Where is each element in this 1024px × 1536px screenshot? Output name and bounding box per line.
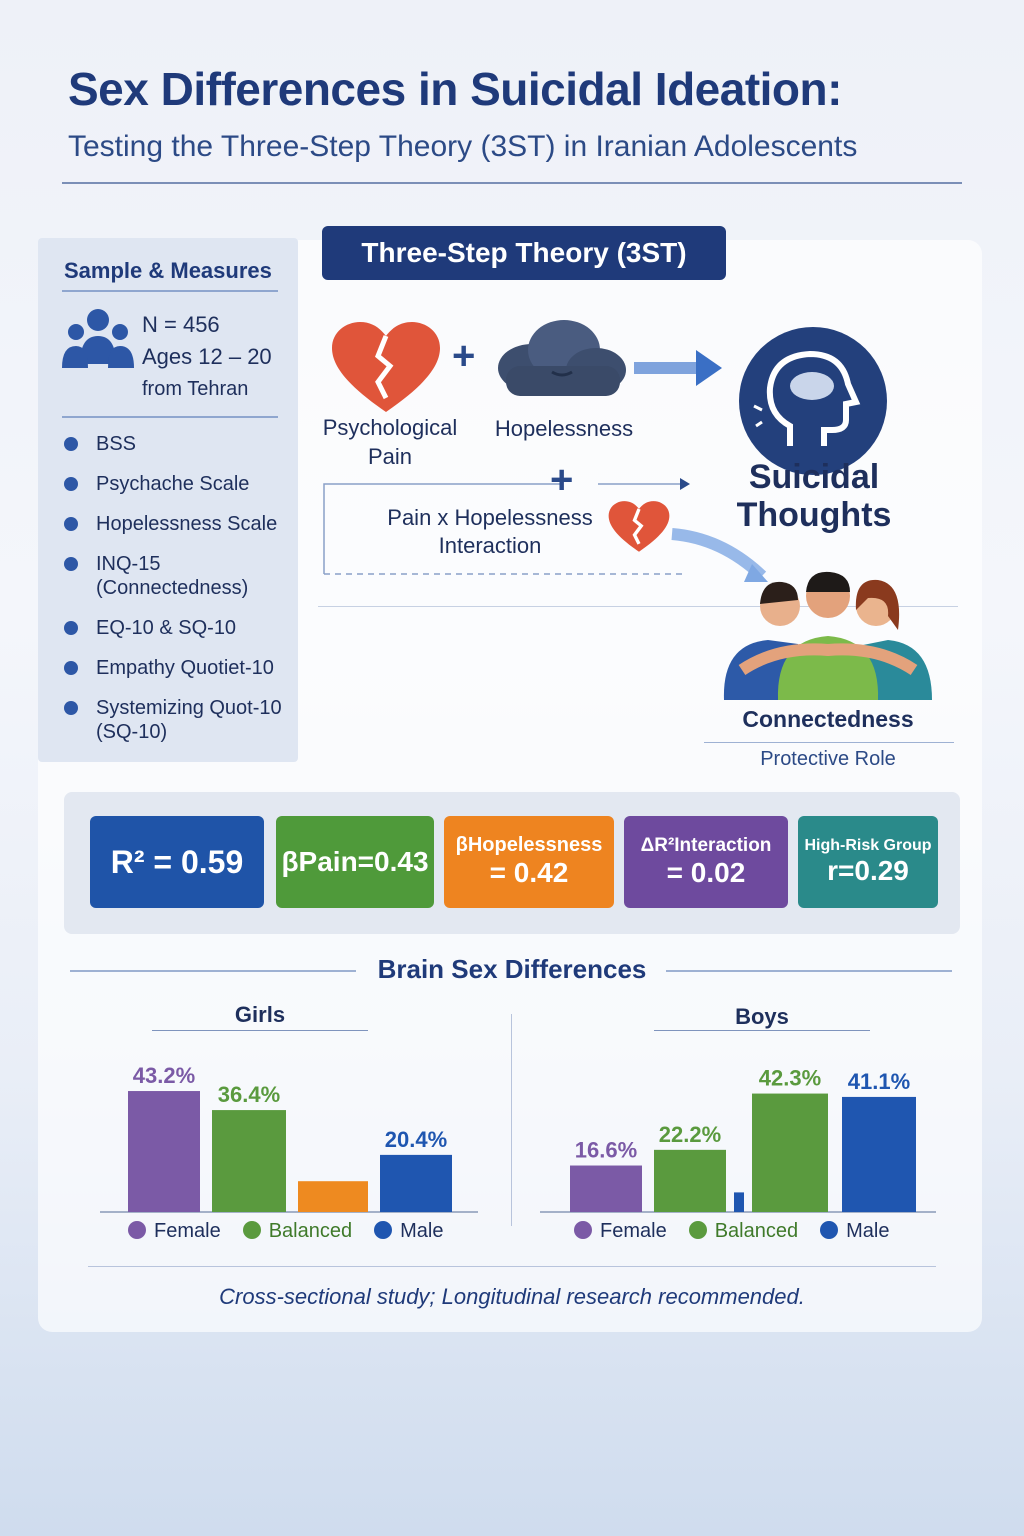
sample-panel: Sample & Measures N = 456 Ages 12 – 20 f… [38,238,298,762]
list-item: Hopelessness Scale [62,512,282,536]
theory-diagram: + Psychological Pain Hopelessness Suicid… [300,290,990,780]
broken-heart-icon [332,322,440,412]
legend-swatch [574,1221,592,1239]
page-subtitle: Testing the Three-Step Theory (3ST) in I… [68,130,858,163]
hopelessness-label: Hopelessness [494,416,634,441]
head-brain-icon [739,327,887,475]
bar [380,1154,452,1212]
storm-cloud-icon [498,320,626,396]
boys-title-rule [654,1030,870,1031]
girls-title: Girls [234,1002,286,1027]
legend-swatch [242,1221,261,1239]
arrow-right-icon [634,350,722,386]
bar-value-label: 41.1% [848,1069,910,1094]
girls-bar-chart: 43.2% 36.4% 20.4% [100,1063,478,1213]
sample-rule [62,416,278,418]
plus-sign: + [452,334,476,378]
list-item: Empathy Quotiet-10 [62,656,282,680]
section-rule-left [70,970,356,972]
bar [752,1093,828,1212]
bar-value-label: 20.4% [385,1127,447,1152]
bar-value-label: 42.3% [759,1066,821,1091]
interaction-label: Pain x Hopelessness Interaction [387,505,593,558]
people-group-icon [62,309,134,368]
section-rule-right [666,970,952,972]
girls-legend: Female Balanced Male [128,1220,443,1243]
bar-value-label: 22.2% [659,1122,721,1147]
legend-female: Female [574,1220,667,1243]
plus-sign: + [550,458,574,502]
legend-balanced: Balanced [242,1220,352,1243]
sample-n: N = 456 [142,312,220,337]
legend-swatch [128,1221,146,1239]
legend-female: Female [128,1220,221,1243]
brain-section-title: Brain Sex Differences [377,954,647,984]
legend-balanced: Balanced [688,1220,798,1243]
bar [212,1110,286,1212]
page-title: Sex Differences in Suicidal Ideation: [68,63,842,115]
interaction-stat: ΔR²Interaction = 0.02 [624,816,788,908]
interaction-connector [323,478,768,582]
footer-divider [88,1266,936,1267]
pain-label: Psychological Pain [322,415,458,469]
bar-value-label: 36.4% [218,1082,280,1107]
list-item: BSS [62,432,282,456]
high-risk-stat: High-Risk Group r=0.29 [798,816,938,908]
bar [128,1091,200,1212]
list-item: INQ-15 (Connectedness) [62,552,282,600]
legend-swatch [688,1221,707,1239]
sample-heading-rule [62,290,278,292]
list-item: Systemizing Quot-10 (SQ-10) [62,696,282,744]
bullet-icon [64,477,78,491]
bar [734,1192,744,1212]
bullet-icon [64,661,78,675]
legend-male: Male [820,1220,889,1243]
diagram-divider [318,606,958,607]
legend-swatch [820,1221,839,1239]
bullet-icon [64,701,78,715]
connectedness-divider [704,742,954,743]
footer-note: Cross-sectional study; Longitudinal rese… [219,1284,805,1309]
bullet-icon [64,517,78,531]
bar-value-label: 16.6% [575,1138,637,1163]
bullet-icon [64,437,78,451]
girls-title-rule [152,1030,368,1031]
title-divider [62,182,962,184]
sample-heading: Sample & Measures [64,258,272,283]
list-item: EQ-10 & SQ-10 [62,616,282,640]
legend-swatch [374,1221,393,1239]
boys-legend: Female Balanced Male [574,1220,889,1243]
bar-value-label: 43.2% [133,1063,195,1088]
protective-label: Protective Role [760,748,896,770]
list-item: Psychache Scale [62,472,282,496]
beta-pain-stat: βPain=0.43 [276,816,434,908]
bullet-icon [64,621,78,635]
bar [570,1165,642,1212]
sample-ages: Ages 12 – 20 [142,344,272,369]
bar [654,1149,726,1212]
broken-heart-icon [608,501,670,552]
people-hugging-icon [723,571,932,700]
boys-bar-chart: 16.6% 22.2% 42.3% 41.1% [540,1066,936,1213]
measure-list: BSS Psychache Scale Hopelessness Scale I… [62,432,282,760]
bar [298,1181,368,1212]
connectedness-label: Connectedness [742,706,914,732]
r2-stat: R² = 0.59 [90,816,264,908]
bar [842,1096,916,1212]
sample-location: from Tehran [142,378,249,400]
legend-male: Male [374,1220,443,1243]
bullet-icon [64,557,78,571]
suicidal-thoughts-label: Suicidal Thoughts [736,458,892,535]
theory-badge: Three-Step Theory (3ST) [322,226,726,280]
beta-hopelessness-stat: βHopelessness = 0.42 [444,816,614,908]
boys-title: Boys [735,1004,789,1029]
chart-divider [511,1014,512,1226]
